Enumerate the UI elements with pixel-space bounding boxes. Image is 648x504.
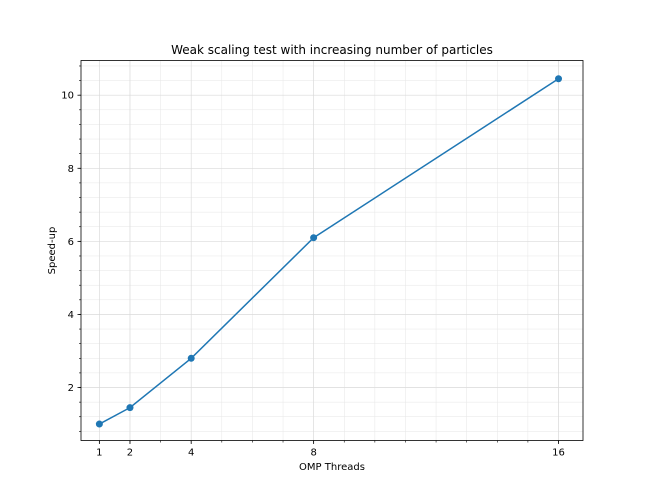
data-point <box>555 75 563 83</box>
plot-area <box>81 60 583 441</box>
y-tick-label: 6 <box>68 237 74 248</box>
series-markers <box>95 75 563 428</box>
data-point <box>95 420 103 428</box>
data-point <box>187 354 195 362</box>
data-point <box>126 404 134 412</box>
x-tick-label: 1 <box>96 448 102 459</box>
x-tick-label: 16 <box>552 448 565 459</box>
y-tick-label: 2 <box>68 383 74 394</box>
y-axis-label: Speed-up <box>47 227 58 275</box>
x-axis-label: OMP Threads <box>299 462 365 473</box>
chart-title: Weak scaling test with increasing number… <box>171 43 493 57</box>
x-tick-label: 4 <box>188 448 194 459</box>
grid <box>81 60 583 441</box>
y-tick-label: 10 <box>61 91 74 102</box>
x-tick-label: 8 <box>310 448 316 459</box>
data-point <box>310 234 318 242</box>
y-tick-label: 8 <box>68 164 74 175</box>
y-tick-label: 4 <box>68 310 74 321</box>
x-tick-label: 2 <box>127 448 133 459</box>
plot-frame <box>80 60 584 441</box>
